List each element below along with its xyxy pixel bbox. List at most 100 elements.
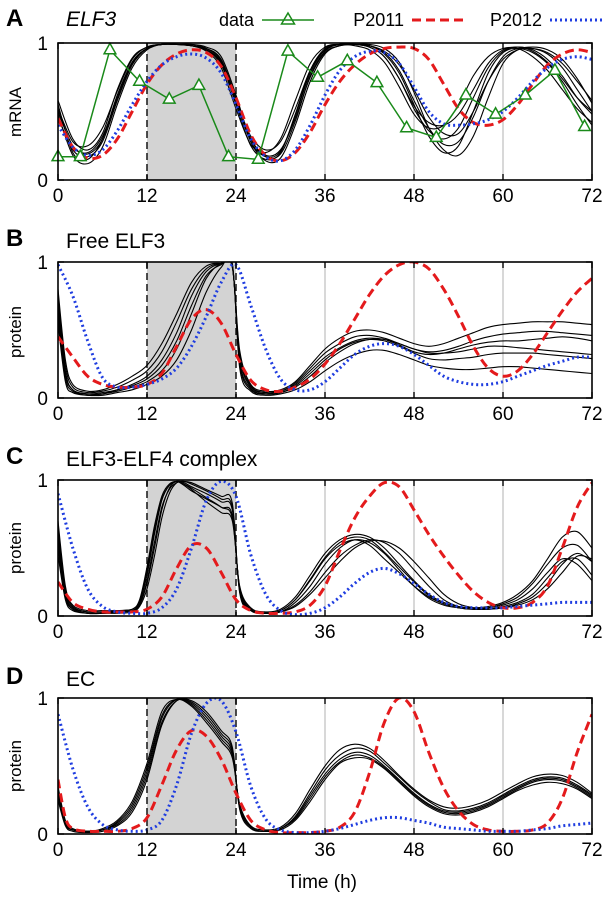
- ensemble-curve-4: [58, 262, 592, 397]
- legend: data P2011 P2012: [219, 10, 604, 30]
- data-point-marker: [162, 91, 177, 104]
- x-tick-label: 72: [581, 404, 602, 425]
- x-tick-label: 24: [225, 404, 247, 425]
- ensemble-curve-5: [58, 698, 592, 832]
- panel-b-plot: 0 12 24 36 48 60 72 0 1: [37, 253, 602, 425]
- x-tick-label: 36: [314, 186, 335, 207]
- x-tick-label: 48: [403, 404, 424, 425]
- x-tick-label: 48: [403, 186, 424, 207]
- y-tick-label: 0: [37, 825, 48, 846]
- x-tick-label: 0: [53, 404, 64, 425]
- y-tick-label: 0: [37, 389, 48, 410]
- x-tick-label: 12: [136, 186, 157, 207]
- x-tick-label: 24: [225, 840, 247, 861]
- y-tick-label: 1: [37, 689, 48, 710]
- data-point-marker: [488, 106, 503, 119]
- panel-c-title: ELF3-ELF4 complex: [66, 448, 258, 471]
- panel-a-letter: A: [6, 5, 23, 32]
- data-point-marker: [310, 69, 325, 82]
- x-tick-label: 60: [492, 840, 513, 861]
- legend-p2011-label: P2011: [353, 10, 404, 30]
- x-tick-label: 36: [314, 840, 335, 861]
- x-axis-label: Time (h): [287, 872, 357, 893]
- x-tick-label: 24: [225, 622, 247, 643]
- dark-period-shade: [147, 698, 236, 834]
- data-point-marker: [369, 74, 385, 88]
- panel-a-title: ELF3: [66, 8, 117, 31]
- data-point-marker: [221, 148, 236, 162]
- x-tick-label: 0: [53, 840, 64, 861]
- data-point-marker: [102, 41, 118, 55]
- x-tick-label: 36: [314, 404, 335, 425]
- x-tick-label: 0: [53, 622, 64, 643]
- p2012-curve: [58, 49, 592, 163]
- data-point-marker: [280, 43, 296, 56]
- ensemble-curve-5: [58, 480, 592, 614]
- x-tick-label: 12: [136, 404, 157, 425]
- panel-d-letter: D: [6, 663, 23, 690]
- data-point-marker: [518, 87, 533, 100]
- panel-d-ylabel: protein: [6, 740, 25, 792]
- x-tick-label: 72: [581, 622, 602, 643]
- ensemble-curve-6: [58, 262, 592, 395]
- panel-d-title: EC: [66, 668, 95, 691]
- y-tick-label: 1: [37, 34, 48, 55]
- legend-data-marker: [280, 11, 296, 25]
- x-tick-label: 72: [581, 840, 602, 861]
- x-tick-label: 36: [314, 622, 335, 643]
- x-tick-label: 48: [403, 622, 424, 643]
- ensemble-curve-4: [58, 698, 592, 832]
- dark-period-shade: [147, 480, 236, 616]
- x-tick-label: 24: [225, 186, 247, 207]
- data-point-marker: [340, 52, 355, 66]
- x-tick-label: 60: [492, 404, 513, 425]
- ensemble-curve-4: [58, 43, 592, 165]
- legend-p2012-label: P2012: [490, 10, 542, 30]
- data-point-marker: [73, 148, 88, 162]
- panel-c-plot: 0 12 24 36 48 60 72 0 1: [37, 471, 602, 643]
- ensemble-curve-2: [58, 698, 592, 834]
- ensemble-curve-1: [58, 698, 592, 832]
- data-point-marker: [429, 129, 444, 143]
- ensemble-curve-3: [58, 262, 592, 393]
- data-point-marker: [577, 118, 592, 132]
- data-point-marker: [132, 73, 147, 87]
- y-tick-label: 1: [37, 471, 48, 492]
- panel-a-plot: 0 12 24 36 48 60 72 0 1: [37, 34, 602, 207]
- p2012-curve: [58, 480, 592, 616]
- y-tick-label: 0: [37, 607, 48, 628]
- p2011-curve: [58, 45, 592, 163]
- panel-b-letter: B: [6, 225, 23, 252]
- ensemble-curve-1: [58, 262, 592, 395]
- x-tick-label: 12: [136, 622, 157, 643]
- panel-b-ylabel: protein: [6, 306, 25, 358]
- panel-a-ylabel: mRNA: [6, 86, 25, 137]
- panel-d-plot: 0 12 24 36 48 60 72 0 1: [37, 689, 602, 861]
- data-point-marker: [399, 119, 414, 133]
- legend-data-label: data: [219, 10, 255, 30]
- data-point-marker: [191, 77, 207, 91]
- data-point-marker: [458, 87, 474, 100]
- p2012-curve: [58, 262, 592, 393]
- p2011-curve: [58, 262, 592, 393]
- p2011-curve: [58, 480, 592, 616]
- panel-d: D EC protein 0 12 24 36 48 60 72 0 1: [6, 663, 603, 861]
- data-point-marker: [251, 151, 266, 165]
- x-tick-label: 0: [53, 186, 64, 207]
- panel-c-letter: C: [6, 443, 23, 470]
- x-tick-label: 12: [136, 840, 157, 861]
- y-tick-label: 1: [37, 253, 48, 274]
- panel-c-ylabel: protein: [6, 522, 25, 574]
- x-tick-label: 60: [492, 622, 513, 643]
- panel-b-title: Free ELF3: [66, 230, 165, 253]
- panel-b: B Free ELF3 protein 0 12 24 36 48 60 72 0 1: [6, 225, 603, 425]
- panel-c: C ELF3-ELF4 complex protein 0 12 24 36 48 60 7…: [6, 443, 603, 643]
- ensemble-curve-3: [58, 698, 592, 832]
- x-tick-label: 72: [581, 186, 602, 207]
- x-tick-label: 60: [492, 186, 513, 207]
- y-tick-label: 0: [37, 171, 48, 192]
- ensemble-curve-5: [58, 262, 592, 394]
- panel-a: A ELF3 mRNA 0 12 24 36 48 60 72 0 1: [6, 5, 603, 207]
- x-tick-label: 48: [403, 840, 424, 861]
